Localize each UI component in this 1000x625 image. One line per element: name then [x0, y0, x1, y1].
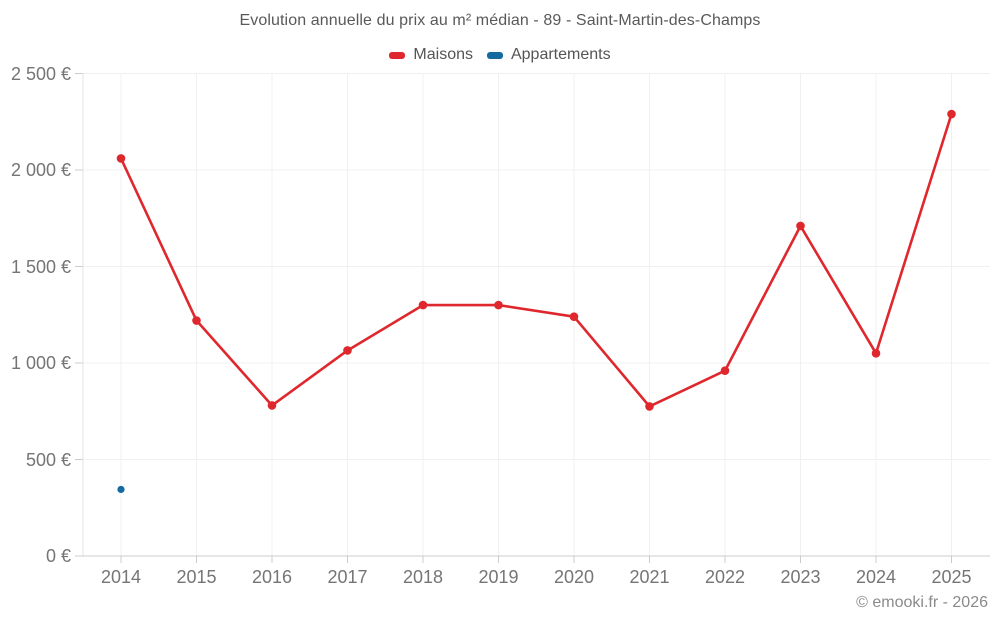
- y-axis-tick-label: 2 500 €: [10, 63, 71, 84]
- x-axis-tick-label: 2022: [704, 567, 746, 587]
- x-axis-tick-label: 2016: [251, 567, 293, 587]
- x-axis-tick-label: 2017: [327, 567, 368, 587]
- x-axis-tick-label: 2018: [402, 567, 444, 587]
- x-axis-tick-label: 2015: [176, 567, 217, 587]
- legend-item-appartements[interactable]: Appartements: [486, 46, 611, 64]
- x-axis-tick-label: 2023: [780, 567, 821, 587]
- chart-legend: Maisons Appartements: [0, 46, 1000, 64]
- y-axis-tick-label: 500 €: [25, 449, 71, 470]
- chart-title: Evolution annuelle du prix au m² médian …: [239, 12, 761, 29]
- y-axis-tick-label: 2 000 €: [10, 160, 71, 180]
- y-axis-tick-label: 1 000 €: [10, 353, 71, 373]
- x-axis-tick-label: 2021: [629, 567, 670, 587]
- y-axis-tick-label: 0 €: [45, 546, 71, 566]
- footer-credit: © emooki.fr - 2026: [856, 594, 988, 611]
- legend-item-maisons[interactable]: Maisons: [389, 46, 473, 64]
- x-axis-tick-label: 2020: [553, 567, 595, 587]
- legend-label-appartements: Appartements: [510, 46, 611, 63]
- x-axis-tick-label: 2019: [478, 567, 519, 587]
- y-axis-tick-label: 1 500 €: [10, 256, 71, 277]
- x-axis-tick-label: 2025: [931, 567, 972, 587]
- appartements-series-swatch-icon: [486, 51, 503, 59]
- x-axis-tick-label: 2014: [100, 567, 142, 587]
- legend-label-maisons: Maisons: [413, 46, 473, 63]
- maisons-series-swatch-icon: [389, 51, 406, 59]
- x-axis-tick-label: 2024: [855, 567, 897, 587]
